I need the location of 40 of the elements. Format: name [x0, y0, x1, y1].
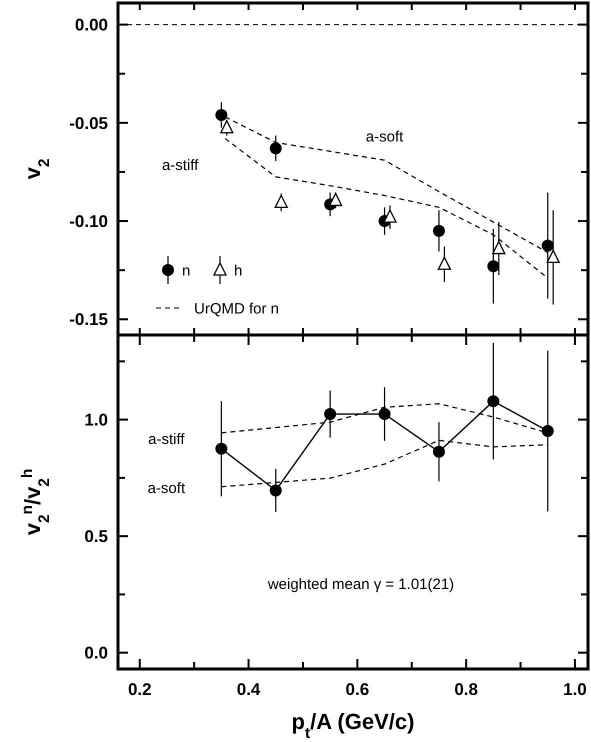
- point: [487, 395, 500, 408]
- y-tick-label: -0.05: [69, 114, 108, 133]
- x-tick-label: 0.6: [346, 680, 370, 699]
- point: [270, 142, 282, 154]
- point: [274, 194, 288, 208]
- y-tick-label: -0.10: [69, 212, 108, 232]
- y-tick-label: 1.0: [84, 410, 108, 430]
- point: [487, 260, 500, 272]
- point: [220, 120, 234, 134]
- text: a-stiff: [148, 431, 186, 448]
- point: [542, 240, 554, 252]
- point: [215, 108, 228, 121]
- y-tick-label: 0.00: [74, 16, 108, 35]
- x-tick-label: 0.4: [236, 680, 261, 699]
- point: [542, 425, 554, 438]
- point: [378, 408, 391, 420]
- text: a-stiff: [162, 156, 200, 174]
- y-tick-label: -0.15: [69, 310, 108, 330]
- legend-label: n: [182, 262, 190, 280]
- point: [546, 250, 560, 264]
- y-tick-label: 0.0: [84, 644, 108, 663]
- y-tick-label: 0.5: [84, 527, 108, 546]
- legend-label: h: [234, 262, 242, 280]
- point: [270, 484, 282, 496]
- x-tick-label: 0.2: [128, 680, 152, 699]
- annotation: weighted mean γ = 1.01(21): [266, 576, 454, 593]
- x-tick-label: 1.0: [563, 680, 587, 699]
- text: a-soft: [148, 480, 186, 497]
- point: [328, 192, 342, 206]
- point: [432, 446, 445, 458]
- legend-title: UrQMD for n: [194, 300, 280, 318]
- x-tick-label: 0.8: [454, 680, 478, 699]
- point: [324, 408, 336, 420]
- series-label: a-soft: [366, 128, 404, 146]
- point: [432, 224, 445, 237]
- point: [438, 256, 452, 270]
- point: [215, 442, 228, 455]
- x-axis-title: p$_{t}$/A (GeV/c): [292, 709, 414, 742]
- point: [492, 240, 506, 254]
- point: [383, 209, 397, 223]
